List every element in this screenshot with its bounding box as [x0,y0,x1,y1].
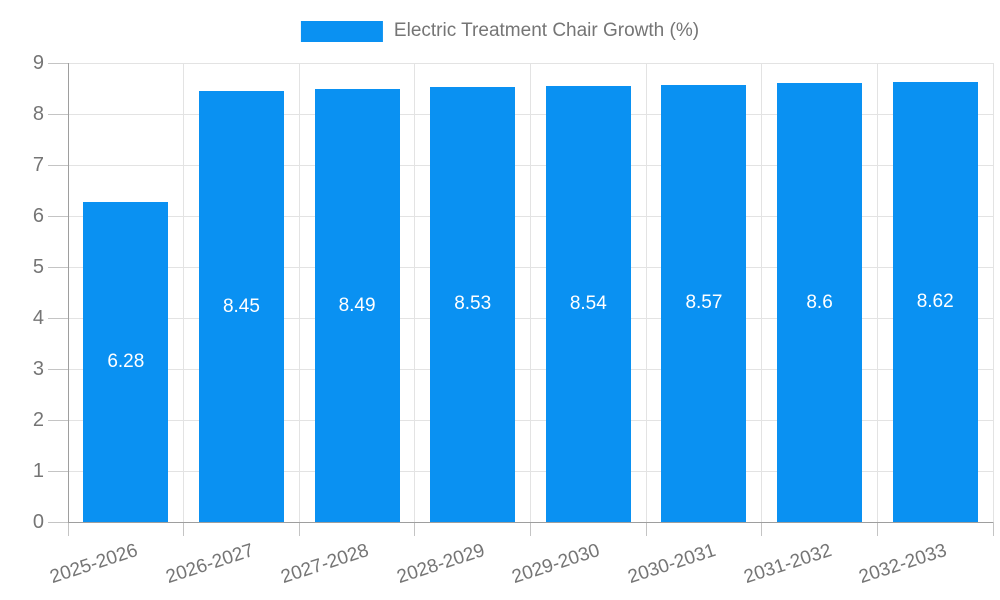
gridline-vertical [876,63,878,522]
bar[interactable] [430,86,516,522]
bar[interactable] [777,83,863,522]
x-tick-mark [645,522,647,536]
y-axis-label: 6 [32,205,44,227]
y-tick-mark [48,164,68,166]
x-tick-mark [67,522,69,536]
y-axis-label: 0 [32,511,44,533]
y-tick-mark [48,317,68,319]
y-axis-label: 2 [32,409,44,431]
bar[interactable] [545,86,631,522]
gridline-vertical [183,63,185,522]
y-axis-line [67,63,69,522]
y-tick-mark [48,215,68,217]
x-tick-mark [761,522,763,536]
bar-value-label: 8.45 [222,295,260,317]
y-axis-label: 3 [32,358,44,380]
bar-value-label: 8.62 [916,291,954,313]
gridline-vertical [761,63,763,522]
x-tick-mark [298,522,300,536]
y-tick-mark [48,419,68,421]
legend-swatch [300,20,383,42]
gridline-vertical [530,63,531,522]
bar[interactable] [892,82,978,522]
x-tick-mark [876,522,878,536]
x-axis-label: 2031-2032 [741,540,835,589]
y-axis-label: 8 [32,103,44,125]
x-axis-label: 2025-2026 [47,540,141,589]
y-tick-mark [48,470,68,472]
legend-label: Electric Treatment Chair Growth (%) [393,20,700,41]
bar[interactable] [198,91,284,522]
y-axis-label: 1 [32,460,44,482]
bar[interactable] [661,84,747,522]
x-tick-mark [530,522,531,536]
bar-value-label: 8.54 [569,293,607,315]
x-tick-mark [992,522,994,536]
gridline-vertical [992,63,994,522]
y-tick-mark [48,521,68,523]
bar-value-label: 8.53 [454,293,492,315]
x-axis-label: 2027-2028 [278,540,372,589]
bar-value-label: 6.28 [107,350,145,372]
bar-value-label: 8.6 [806,291,833,313]
x-axis-label: 2029-2030 [509,540,603,589]
gridline-vertical [645,63,647,522]
y-axis-label: 4 [32,307,44,329]
x-axis-label: 2030-2031 [625,540,719,589]
y-axis-label: 5 [32,256,44,278]
bar[interactable] [83,201,169,522]
y-tick-mark [48,62,68,64]
y-axis-label: 7 [32,154,44,176]
x-tick-mark [183,522,185,536]
x-axis-label: 2026-2027 [163,540,256,589]
y-tick-mark [48,113,68,115]
y-axis-label: 9 [32,52,44,74]
x-tick-mark [414,522,416,536]
bar-value-label: 8.57 [685,292,723,314]
x-axis-line [68,521,993,523]
y-tick-mark [48,368,68,370]
bar-value-label: 8.49 [338,294,376,316]
bar[interactable] [314,89,400,522]
x-axis-label: 2032-2033 [856,540,950,589]
x-axis-label: 2028-2029 [394,540,488,589]
y-tick-mark [48,266,68,268]
legend-item[interactable]: Electric Treatment Chair Growth (%) [300,20,700,42]
gridline-vertical [414,63,416,522]
gridline-vertical [298,63,300,522]
